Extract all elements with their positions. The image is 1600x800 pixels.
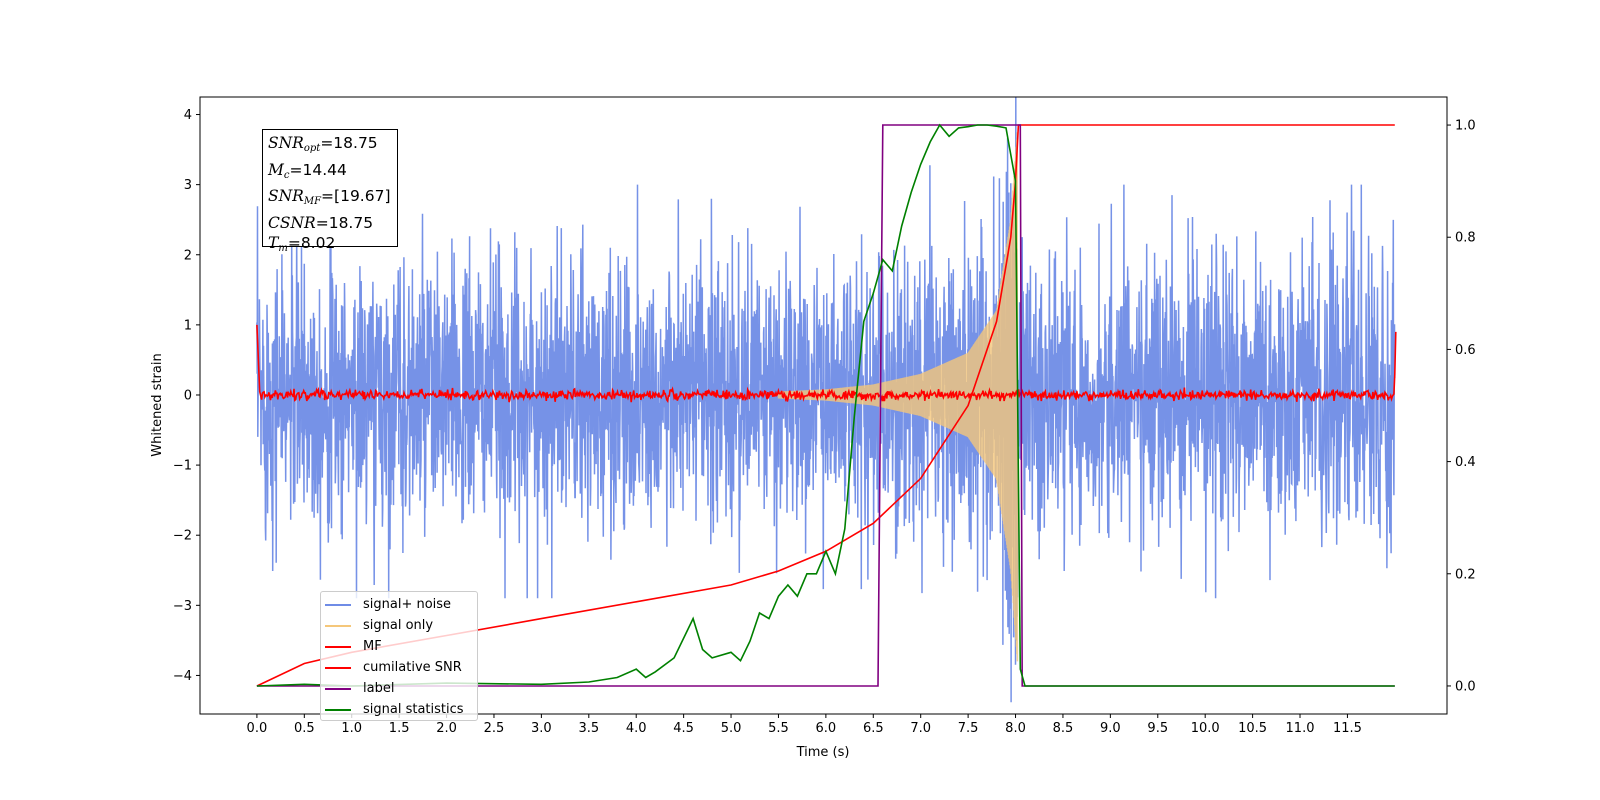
x-tick-label: 6.5	[863, 721, 884, 736]
stat-tm: Tm=8.02	[268, 234, 336, 255]
y-tick-label-left: −4	[173, 669, 192, 684]
y-tick-label-right: 0.4	[1455, 455, 1476, 470]
y-tick-label-right: 0.0	[1455, 679, 1476, 694]
axes-frame	[199, 96, 1448, 715]
x-tick-label: 1.0	[341, 721, 362, 736]
legend-swatch	[325, 687, 351, 690]
legend-item-signal-statistics: signal statistics	[325, 699, 473, 720]
stat-mc: Mc=14.44	[268, 160, 347, 181]
legend-swatch	[325, 603, 351, 606]
series-mf	[256, 324, 1397, 404]
legend-item-signal-noise: signal+ noise	[325, 594, 473, 615]
ticks: 0.0 0.5 1.0 1.5 2.0 2.5 3.0 3.5 4.0 4.5 5.0 5.5 6.0 6…	[173, 108, 1476, 736]
stat-snr-mf: SNRMF=[19.67]	[268, 187, 391, 208]
x-tick-label: 3.0	[531, 721, 552, 736]
x-tick-label: 8.5	[1053, 721, 1074, 736]
x-tick-label: 5.5	[768, 721, 789, 736]
x-tick-label: 2.5	[484, 721, 505, 736]
y-axis-label: Whitened strain	[150, 353, 165, 456]
legend-item-cumulative-snr: cumilative SNR	[325, 657, 473, 678]
x-tick-label: 7.0	[910, 721, 931, 736]
x-tick-label: 0.5	[294, 721, 315, 736]
x-tick-label: 11.5	[1333, 721, 1362, 736]
series-signal-noise	[256, 97, 1396, 703]
stat-snr-opt: SNRopt=18.75	[268, 134, 378, 154]
y-tick-label-left: 2	[184, 248, 192, 263]
x-axis-label: Time (s)	[796, 745, 850, 760]
x-tick-label: 5.0	[721, 721, 742, 736]
x-tick-label: 10.0	[1191, 721, 1220, 736]
legend: signal+ noise signal only MF cumilative …	[320, 591, 478, 721]
x-tick-label: 1.5	[389, 721, 410, 736]
y-tick-label-left: 1	[184, 318, 192, 333]
stat-csnr: CSNR=18.75	[268, 213, 374, 232]
y-tick-label-left: −2	[173, 529, 192, 544]
y-tick-label-left: 3	[184, 178, 192, 193]
x-tick-label: 4.5	[673, 721, 694, 736]
x-tick-label: 4.0	[626, 721, 647, 736]
legend-item-signal-only: signal only	[325, 615, 473, 636]
y-tick-label-left: 0	[184, 388, 192, 403]
x-tick-label: 11.0	[1286, 721, 1315, 736]
y-tick-label-left: −3	[173, 599, 192, 614]
stats-annotation-box: SNRopt=18.75 Mc=14.44 SNRMF=[19.67] CSNR…	[262, 129, 398, 254]
x-tick-label: 8.0	[1005, 721, 1026, 736]
y-tick-label-right: 0.6	[1455, 343, 1476, 358]
x-tick-label: 7.5	[958, 721, 979, 736]
legend-item-label: label	[325, 678, 473, 699]
x-tick-label: 0.0	[247, 721, 268, 736]
legend-item-mf: MF	[325, 636, 473, 657]
x-tick-label: 9.0	[1100, 721, 1121, 736]
x-tick-label: 10.5	[1238, 721, 1267, 736]
y-tick-label-right: 0.2	[1455, 567, 1476, 582]
y-tick-label-left: −1	[173, 459, 192, 474]
series-signal-statistics	[256, 123, 1395, 687]
y-tick-label-left: 4	[184, 108, 192, 123]
legend-swatch	[325, 624, 351, 627]
x-tick-label: 3.5	[578, 721, 599, 736]
x-tick-label: 9.5	[1147, 721, 1168, 736]
legend-swatch	[325, 666, 351, 669]
x-tick-label: 6.0	[816, 721, 837, 736]
y-tick-label-right: 0.8	[1455, 231, 1476, 246]
x-tick-label: 2.0	[436, 721, 457, 736]
y-tick-label-right: 1.0	[1455, 119, 1476, 134]
legend-swatch	[325, 708, 351, 711]
series-signal-only	[777, 132, 1019, 662]
legend-swatch	[325, 645, 351, 648]
